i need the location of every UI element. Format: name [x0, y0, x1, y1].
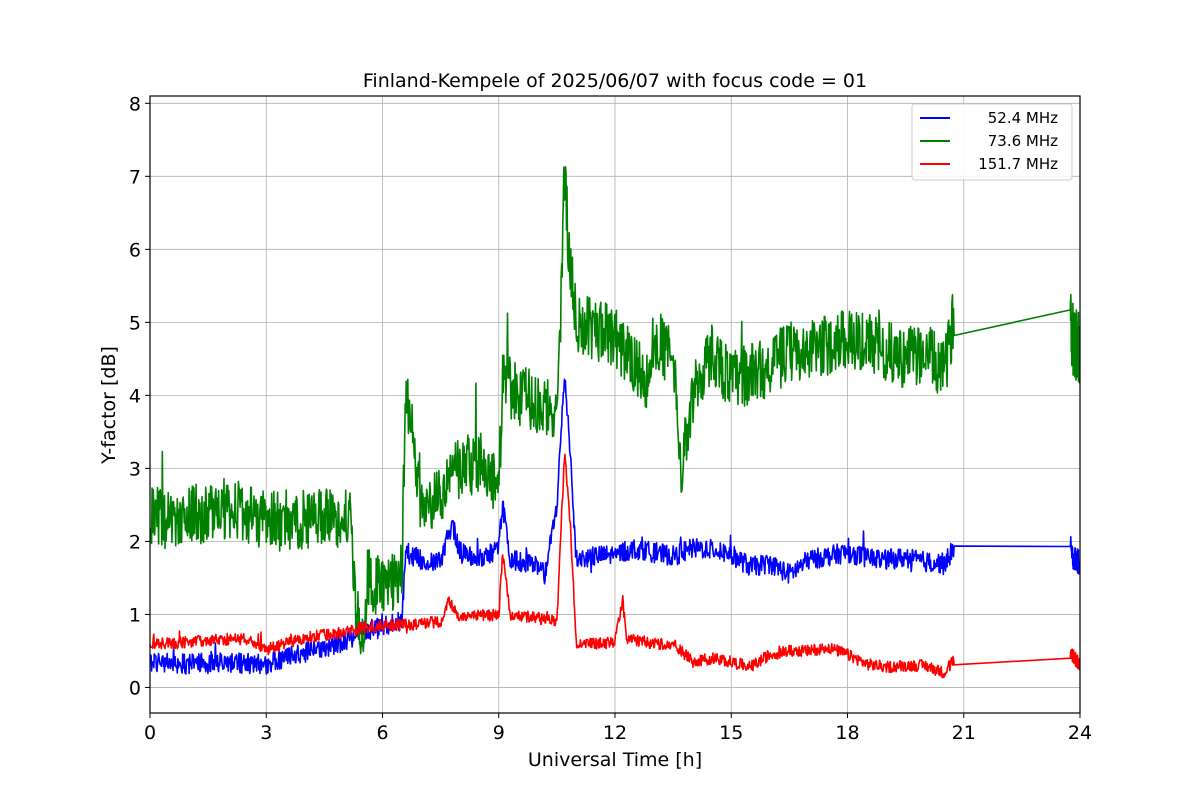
- x-tick-label: 3: [260, 722, 272, 744]
- x-tick-label: 0: [144, 722, 156, 744]
- legend: 52.4 MHz 73.6 MHz 151.7 MHz: [911, 103, 1073, 181]
- chart-title: Finland-Kempele of 2025/06/07 with focus…: [363, 70, 867, 92]
- y-tick-label: 2: [129, 531, 141, 553]
- y-tick-label: 7: [129, 166, 141, 188]
- x-tick-label: 18: [835, 722, 859, 744]
- y-tick-label: 3: [129, 458, 141, 480]
- series-layer: [150, 166, 1080, 679]
- x-tick-label: 24: [1068, 722, 1092, 744]
- x-tick-label: 12: [603, 722, 627, 744]
- y-tick-label: 5: [129, 312, 141, 334]
- x-tick-label: 6: [376, 722, 388, 744]
- legend-box: [911, 103, 1073, 181]
- x-tick-label: 15: [719, 722, 743, 744]
- y-tick-label: 4: [129, 385, 141, 407]
- y-tick-label: 8: [129, 93, 141, 115]
- y-tick-label: 1: [129, 604, 141, 626]
- x-axis-label: Universal Time [h]: [528, 749, 702, 771]
- legend-label: 73.6 MHz: [988, 132, 1058, 150]
- x-tick-label: 21: [952, 722, 976, 744]
- x-tick-label: 9: [493, 722, 505, 744]
- series-line-2: [150, 166, 1080, 655]
- legend-label: 52.4 MHz: [988, 109, 1058, 127]
- series-line-1: [150, 378, 1080, 675]
- legend-label: 151.7 MHz: [978, 155, 1058, 173]
- y-tick-label: 0: [129, 677, 141, 699]
- series-line-3: [150, 453, 1080, 679]
- y-axis-label: Y-factor [dB]: [98, 346, 120, 465]
- y-tick-label: 6: [129, 239, 141, 261]
